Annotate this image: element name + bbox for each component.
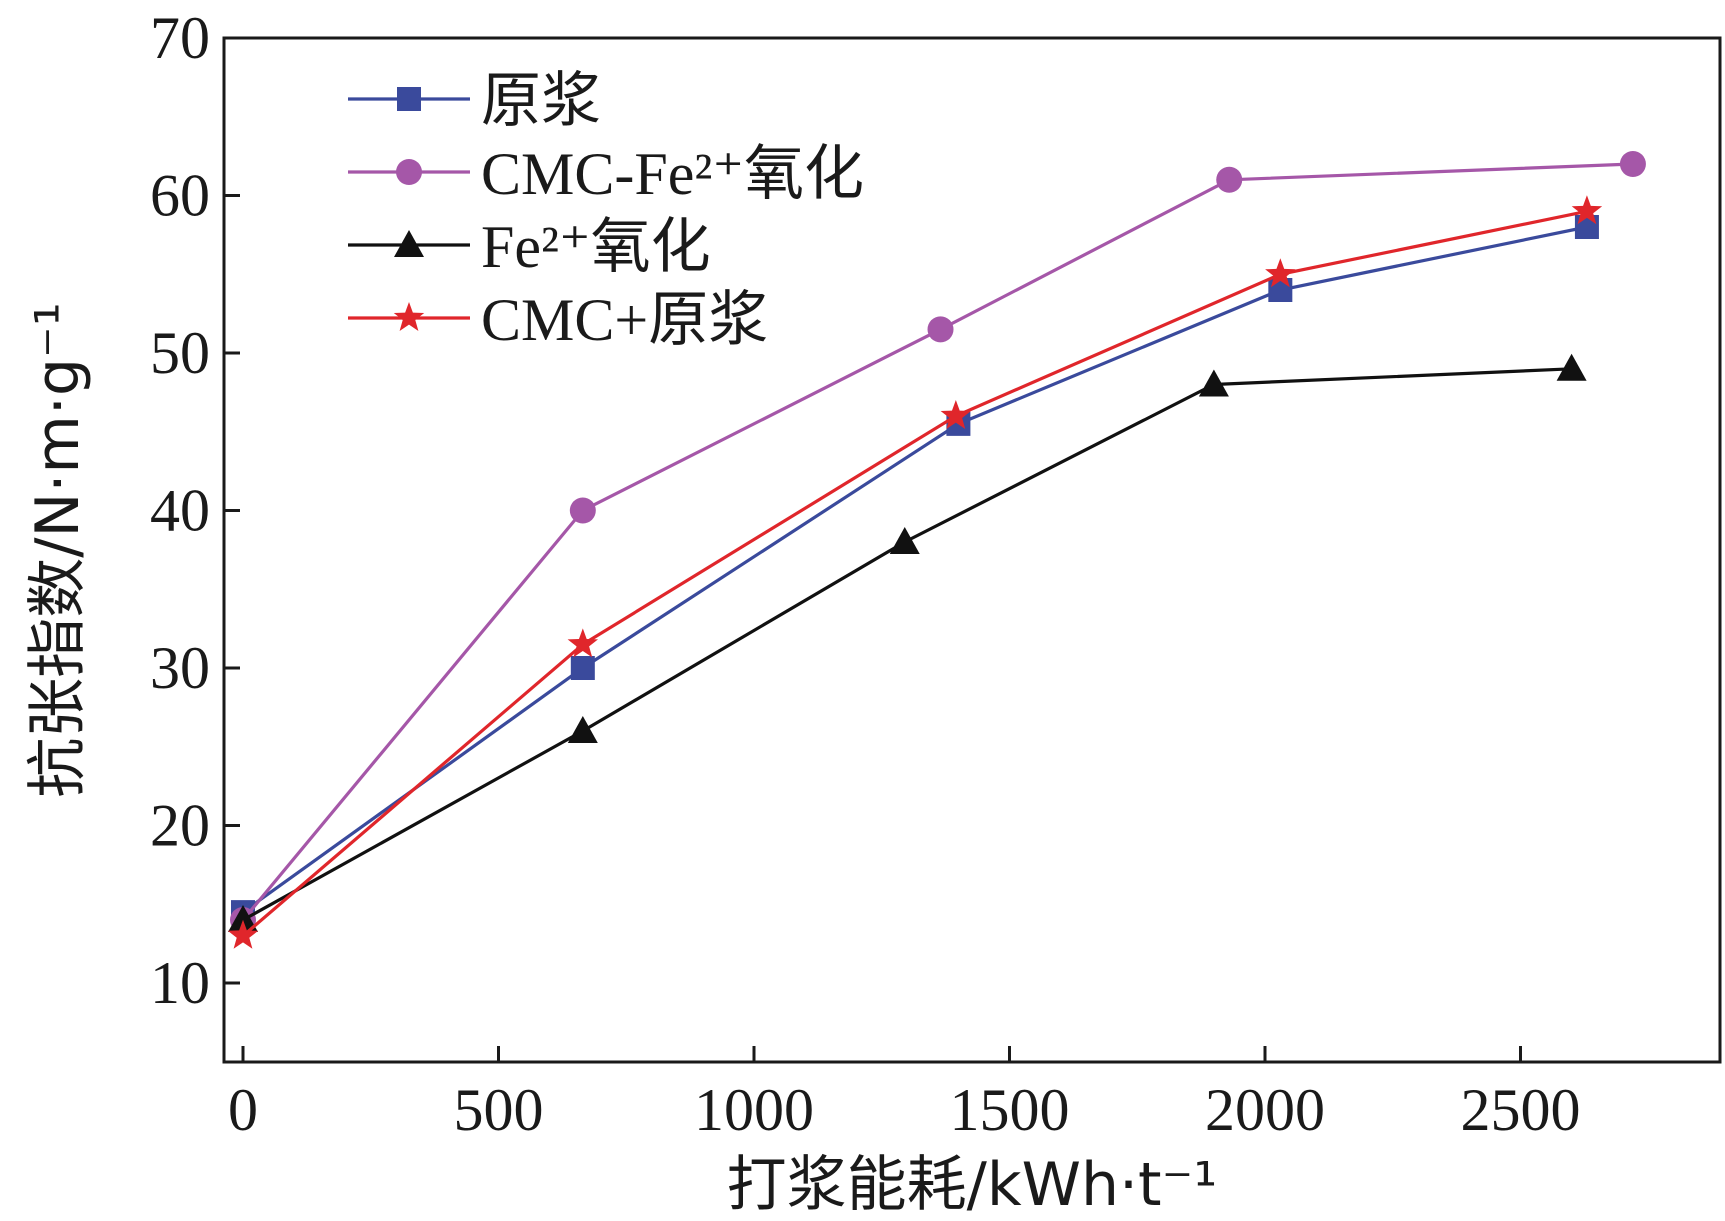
y-tick-label: 20	[150, 793, 210, 859]
data-point-triangle	[1556, 353, 1587, 381]
data-point-square	[1574, 215, 1599, 239]
legend-entry-3: Fe²⁺氧化	[348, 214, 711, 280]
data-point-star	[940, 400, 972, 429]
series-2	[230, 151, 1646, 933]
series-1	[231, 215, 1599, 925]
data-point-star	[1571, 195, 1603, 225]
data-point-triangle	[889, 527, 920, 554]
legend-swatch-marker	[393, 302, 425, 331]
legend-entry-2: CMC-Fe²⁺氧化	[348, 141, 864, 207]
data-point-star	[1265, 258, 1296, 288]
x-tick-label: 500	[454, 1077, 544, 1143]
series-layer	[227, 151, 1646, 949]
y-tick-label: 60	[150, 163, 210, 229]
y-tick-label: 50	[150, 320, 210, 386]
series-3	[228, 353, 1587, 932]
data-point-circle	[1619, 151, 1646, 177]
y-tick-label: 40	[150, 478, 210, 544]
plot-frame	[222, 36, 1722, 1064]
data-point-star	[567, 628, 599, 658]
x-axis-title: 打浆能耗/kWh·t⁻¹	[727, 1150, 1218, 1220]
legend-label: CMC+原浆	[481, 287, 768, 353]
legend-swatch-marker	[394, 230, 424, 257]
legend-swatch-marker	[397, 87, 421, 111]
legend-entry-1: 原浆	[348, 68, 601, 134]
x-tick-label: 1500	[950, 1077, 1070, 1143]
axis-ticks: 0 500 1000 1500 2000 2500 10 20 30 40 50 60 70	[150, 5, 1581, 1143]
y-axis-title: 抗张指数/N·m·g⁻¹	[23, 302, 93, 798]
legend-label: Fe²⁺氧化	[481, 214, 711, 280]
data-point-triangle	[567, 716, 598, 743]
x-tick-label: 0	[228, 1077, 258, 1143]
data-point-square	[570, 656, 595, 680]
y-tick-label: 70	[150, 5, 210, 71]
x-tick-label: 1000	[694, 1077, 814, 1143]
legend: 原浆 CMC-Fe²⁺氧化 Fe²⁺氧化 CMC+原浆	[348, 68, 864, 353]
y-tick-label: 10	[150, 950, 210, 1016]
y-tick-label: 30	[150, 635, 210, 701]
x-tick-label: 2000	[1205, 1077, 1325, 1143]
series-4	[227, 195, 1603, 949]
data-point-square	[1268, 278, 1293, 302]
data-point-circle	[569, 497, 596, 524]
data-point-triangle	[1198, 369, 1229, 397]
x-tick-label: 2500	[1461, 1077, 1581, 1143]
data-point-circle	[1216, 166, 1243, 193]
legend-label: CMC-Fe²⁺氧化	[481, 141, 864, 207]
data-point-circle	[927, 316, 954, 343]
series-line	[241, 209, 1588, 938]
data-point-star	[227, 919, 259, 949]
series-line	[241, 162, 1633, 922]
legend-label: 原浆	[481, 68, 601, 134]
legend-swatch-marker	[396, 159, 422, 185]
data-point-triangle	[228, 905, 258, 932]
series-line	[242, 367, 1572, 922]
legend-entry-4: CMC+原浆	[348, 287, 768, 353]
